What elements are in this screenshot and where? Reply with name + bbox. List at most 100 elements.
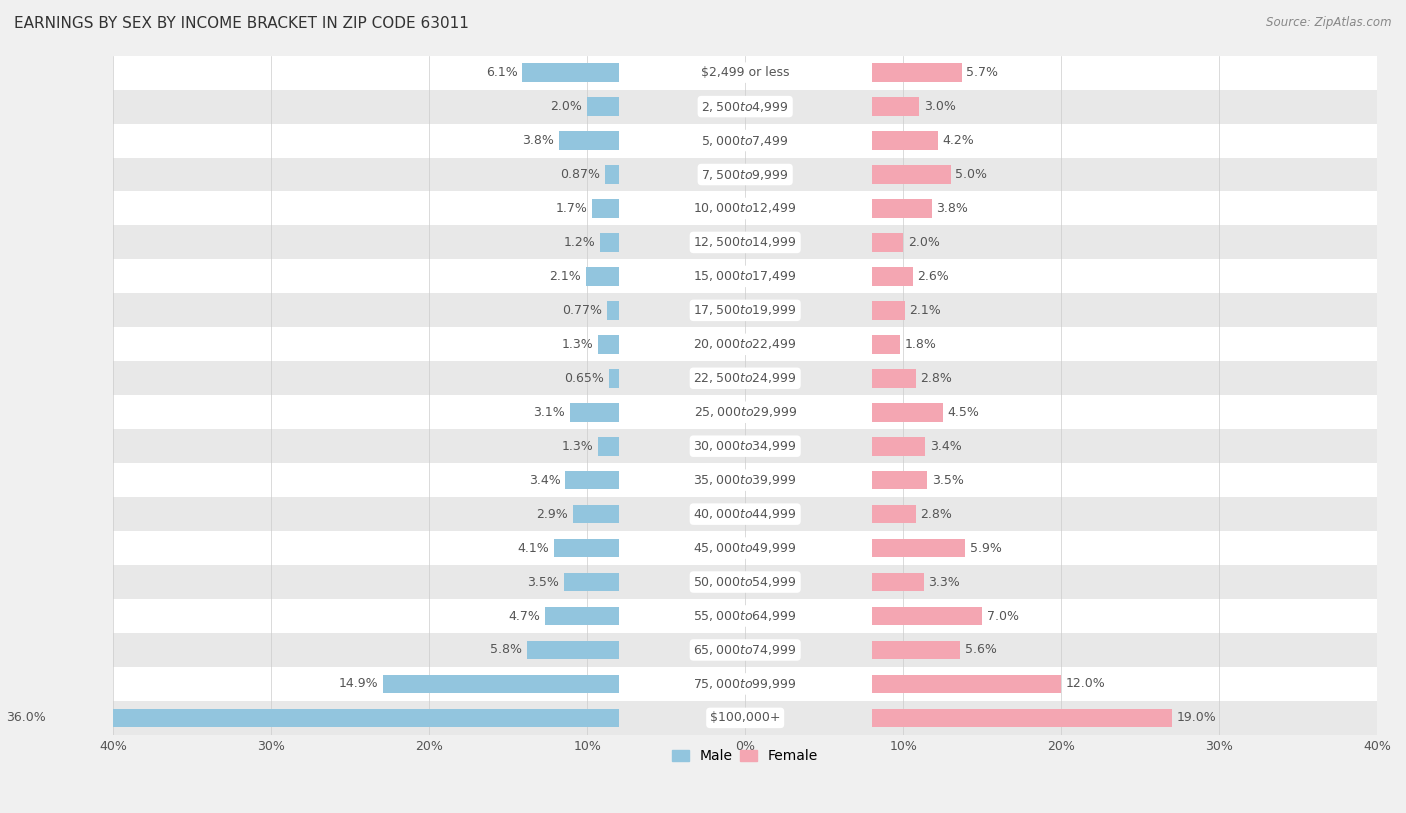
Text: 0.87%: 0.87% — [561, 168, 600, 181]
Bar — [599, 335, 619, 354]
Text: 14.9%: 14.9% — [339, 677, 378, 690]
Text: 3.1%: 3.1% — [533, 406, 565, 419]
Bar — [872, 63, 962, 82]
Text: 1.3%: 1.3% — [562, 338, 593, 351]
Bar — [872, 165, 950, 184]
Bar — [114, 259, 1376, 293]
Text: 2.9%: 2.9% — [537, 507, 568, 520]
Bar — [872, 675, 1062, 693]
Bar — [872, 98, 920, 116]
Text: 3.0%: 3.0% — [924, 100, 956, 113]
Text: 5.8%: 5.8% — [491, 643, 523, 656]
Bar — [114, 89, 1376, 124]
Bar — [872, 539, 965, 558]
Bar — [872, 471, 927, 489]
Bar — [872, 403, 942, 422]
Bar — [586, 267, 619, 285]
Text: 2.8%: 2.8% — [921, 372, 952, 385]
Text: $7,500 to $9,999: $7,500 to $9,999 — [702, 167, 789, 181]
Bar — [569, 403, 619, 422]
Text: 3.5%: 3.5% — [932, 474, 963, 487]
Bar — [114, 463, 1376, 497]
Text: $2,500 to $4,999: $2,500 to $4,999 — [702, 99, 789, 114]
Bar — [523, 63, 619, 82]
Text: 1.2%: 1.2% — [564, 236, 595, 249]
Bar — [606, 301, 619, 320]
Text: 0.65%: 0.65% — [564, 372, 603, 385]
Bar — [605, 165, 619, 184]
Bar — [114, 497, 1376, 531]
Bar — [384, 675, 619, 693]
Text: 2.1%: 2.1% — [550, 270, 581, 283]
Bar — [114, 55, 1376, 89]
Text: 0.77%: 0.77% — [562, 304, 602, 317]
Bar — [872, 572, 924, 591]
Text: $65,000 to $74,999: $65,000 to $74,999 — [693, 643, 797, 657]
Bar — [872, 301, 904, 320]
Text: $30,000 to $34,999: $30,000 to $34,999 — [693, 439, 797, 453]
Text: 2.0%: 2.0% — [551, 100, 582, 113]
Text: $10,000 to $12,499: $10,000 to $12,499 — [693, 202, 797, 215]
Bar — [114, 395, 1376, 429]
Text: 2.8%: 2.8% — [921, 507, 952, 520]
Text: 5.0%: 5.0% — [955, 168, 987, 181]
Bar — [114, 429, 1376, 463]
Bar — [609, 369, 619, 388]
Text: $100,000+: $100,000+ — [710, 711, 780, 724]
Bar — [872, 505, 915, 524]
Text: $22,500 to $24,999: $22,500 to $24,999 — [693, 372, 797, 385]
Bar — [872, 641, 960, 659]
Text: 3.8%: 3.8% — [936, 202, 969, 215]
Text: 5.9%: 5.9% — [970, 541, 1001, 554]
Bar — [114, 293, 1376, 328]
Text: 19.0%: 19.0% — [1177, 711, 1216, 724]
Text: $75,000 to $99,999: $75,000 to $99,999 — [693, 677, 797, 691]
Bar — [114, 565, 1376, 599]
Text: 3.4%: 3.4% — [929, 440, 962, 453]
Text: $40,000 to $44,999: $40,000 to $44,999 — [693, 507, 797, 521]
Text: $50,000 to $54,999: $50,000 to $54,999 — [693, 575, 797, 589]
Text: $17,500 to $19,999: $17,500 to $19,999 — [693, 303, 797, 317]
Bar — [558, 131, 619, 150]
Bar — [114, 633, 1376, 667]
Text: 1.7%: 1.7% — [555, 202, 588, 215]
Bar — [527, 641, 619, 659]
Text: $55,000 to $64,999: $55,000 to $64,999 — [693, 609, 797, 623]
Bar — [588, 98, 619, 116]
Bar — [599, 437, 619, 455]
Bar — [872, 709, 1171, 727]
Bar — [872, 131, 938, 150]
Text: $5,000 to $7,499: $5,000 to $7,499 — [702, 133, 789, 147]
Text: EARNINGS BY SEX BY INCOME BRACKET IN ZIP CODE 63011: EARNINGS BY SEX BY INCOME BRACKET IN ZIP… — [14, 16, 470, 31]
Text: 1.8%: 1.8% — [904, 338, 936, 351]
Bar — [114, 599, 1376, 633]
Bar — [114, 701, 1376, 735]
Bar — [872, 606, 983, 625]
Text: 3.8%: 3.8% — [522, 134, 554, 147]
Bar — [114, 361, 1376, 395]
Text: $25,000 to $29,999: $25,000 to $29,999 — [693, 405, 797, 420]
Text: 1.3%: 1.3% — [562, 440, 593, 453]
Bar — [872, 233, 903, 252]
Text: 4.2%: 4.2% — [942, 134, 974, 147]
Text: 7.0%: 7.0% — [987, 610, 1019, 623]
Bar — [114, 531, 1376, 565]
Text: $35,000 to $39,999: $35,000 to $39,999 — [693, 473, 797, 487]
Bar — [114, 225, 1376, 259]
Text: 6.1%: 6.1% — [486, 66, 517, 79]
Text: $20,000 to $22,499: $20,000 to $22,499 — [693, 337, 797, 351]
Text: 4.7%: 4.7% — [508, 610, 540, 623]
Bar — [872, 199, 932, 218]
Text: 12.0%: 12.0% — [1066, 677, 1105, 690]
Text: 5.6%: 5.6% — [965, 643, 997, 656]
Bar — [114, 192, 1376, 225]
Text: $12,500 to $14,999: $12,500 to $14,999 — [693, 236, 797, 250]
Text: 4.1%: 4.1% — [517, 541, 550, 554]
Text: 5.7%: 5.7% — [966, 66, 998, 79]
Text: 3.3%: 3.3% — [928, 576, 960, 589]
Bar — [564, 572, 619, 591]
Bar — [600, 233, 619, 252]
Bar — [544, 606, 619, 625]
Text: $2,499 or less: $2,499 or less — [702, 66, 789, 79]
Text: 2.0%: 2.0% — [908, 236, 939, 249]
